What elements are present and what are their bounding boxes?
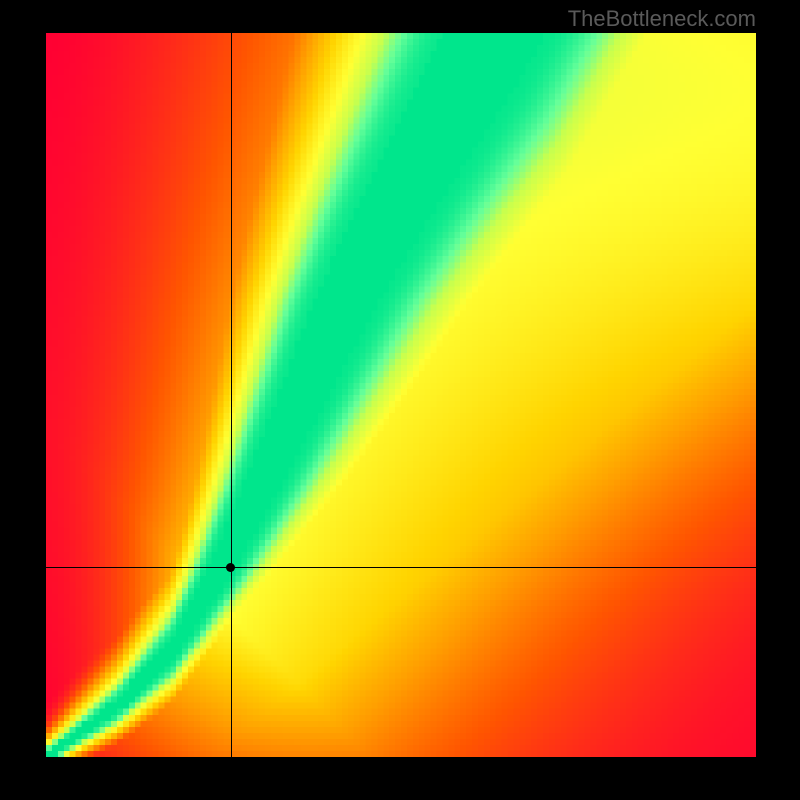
crosshair-vertical-line <box>231 33 232 757</box>
crosshair-marker <box>226 563 235 572</box>
chart-container: TheBottleneck.com <box>0 0 800 800</box>
crosshair-horizontal-line <box>46 567 756 568</box>
bottleneck-heatmap <box>46 33 756 757</box>
watermark-text: TheBottleneck.com <box>568 6 756 32</box>
